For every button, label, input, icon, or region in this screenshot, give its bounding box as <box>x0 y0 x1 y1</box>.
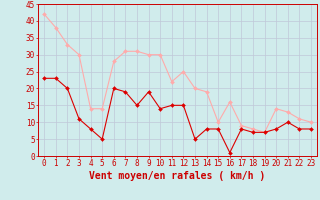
X-axis label: Vent moyen/en rafales ( km/h ): Vent moyen/en rafales ( km/h ) <box>90 171 266 181</box>
